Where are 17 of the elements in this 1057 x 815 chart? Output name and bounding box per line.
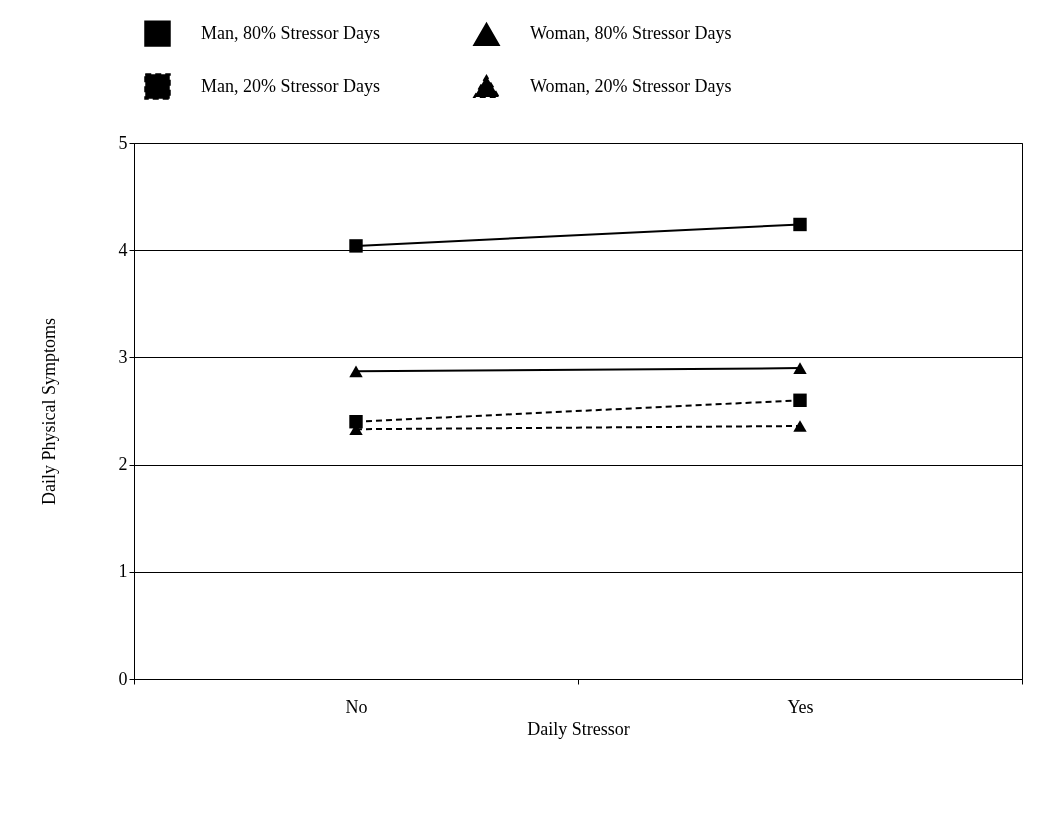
point: [793, 393, 807, 407]
legend-label: Woman, 80% Stressor Days: [530, 23, 732, 44]
point: [793, 217, 807, 232]
x-tick-label: No: [345, 696, 368, 717]
legend-label: Man, 20% Stressor Days: [201, 75, 380, 96]
y-tick-label: 5: [118, 132, 128, 153]
x-axis-title: Daily Stressor: [527, 718, 630, 739]
point: [349, 239, 363, 253]
y-tick-label: 1: [118, 561, 128, 582]
x-tick-label: Yes: [787, 696, 814, 717]
y-axis-title: Daily Physical Symptoms: [38, 317, 59, 506]
y-tick-label: 0: [118, 668, 128, 689]
y-tick-label: 2: [118, 454, 128, 475]
y-tick-label: 4: [118, 239, 128, 260]
legend-label: Woman, 20% Stressor Days: [530, 75, 732, 96]
legend-label: Man, 80% Stressor Days: [201, 22, 380, 43]
y-tick-label: 3: [118, 346, 128, 367]
